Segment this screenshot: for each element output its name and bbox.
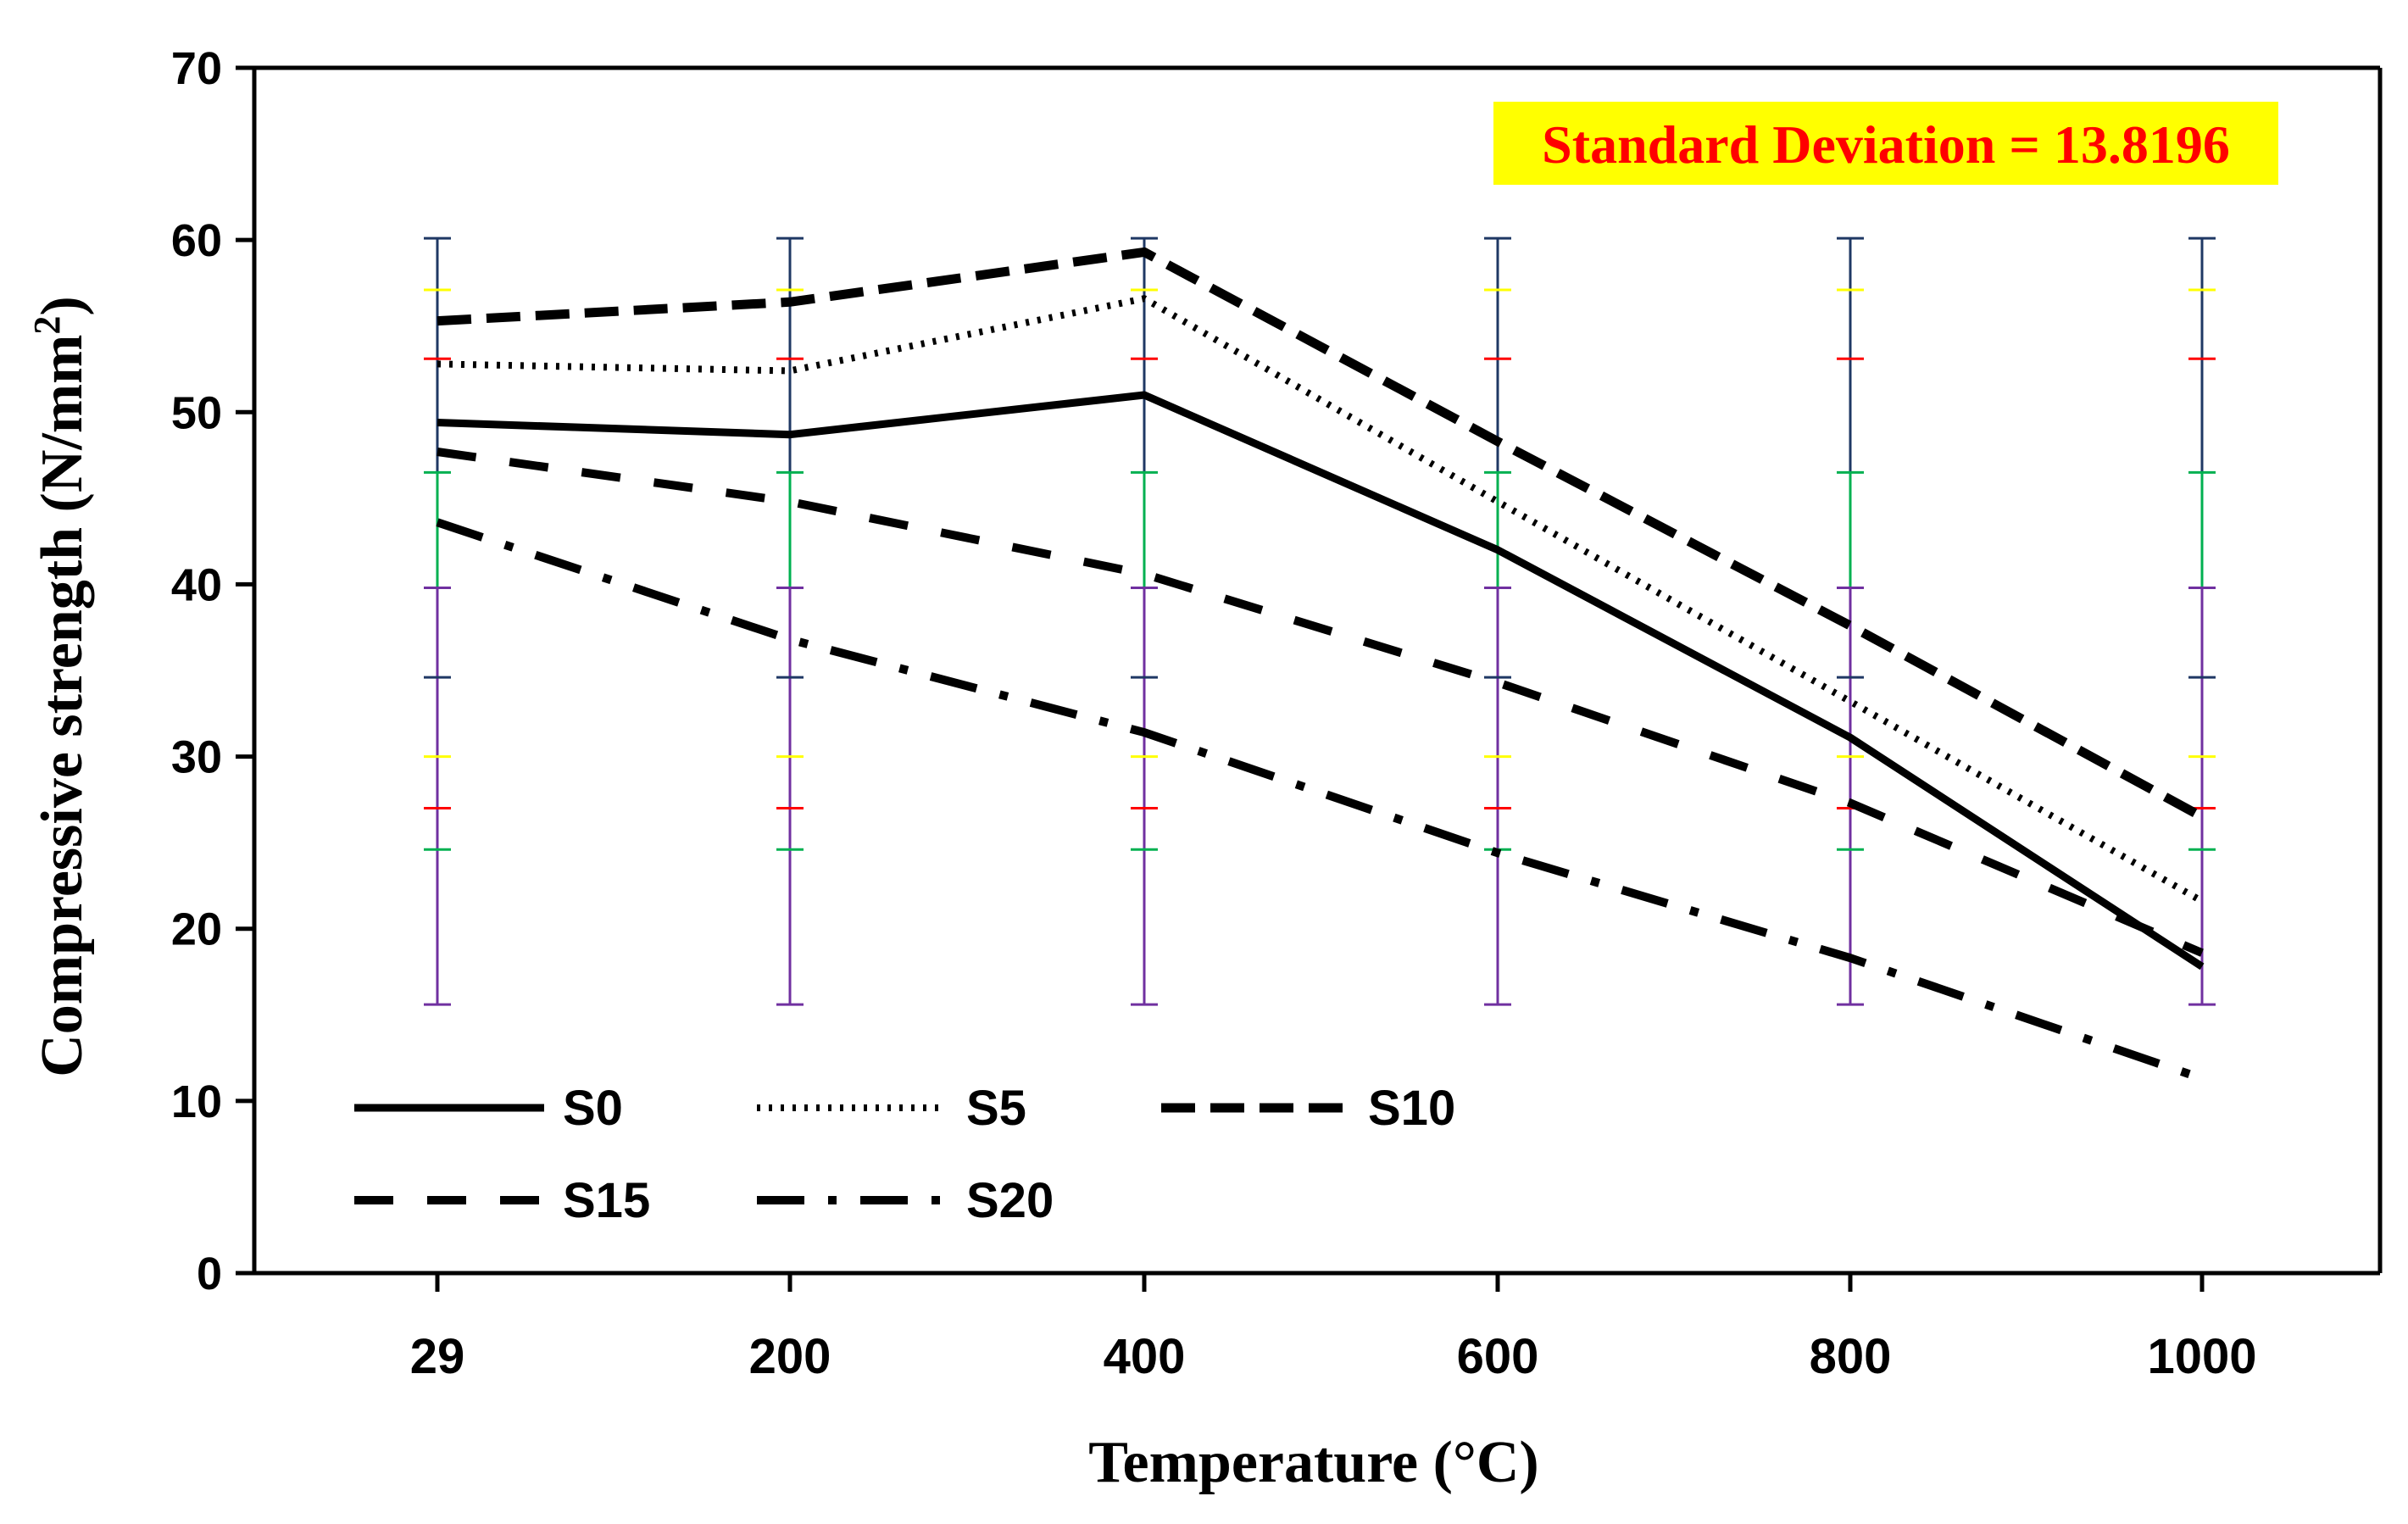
legend-label-s20: S20 bbox=[966, 1173, 1054, 1228]
legend-label-s15: S15 bbox=[563, 1173, 650, 1228]
series-line-s0 bbox=[437, 391, 2205, 971]
y-tick-label: 30 bbox=[171, 732, 222, 783]
legend-label-s10: S10 bbox=[1368, 1081, 1455, 1136]
series-line-s20 bbox=[436, 518, 2204, 1083]
legend: S0 S5 S10 S15 S20 bbox=[354, 1081, 1455, 1228]
data-series bbox=[436, 247, 2205, 1083]
annotation-background bbox=[1493, 102, 2278, 185]
x-tick-label: 1000 bbox=[2147, 1329, 2256, 1384]
x-tick-label: 29 bbox=[410, 1329, 465, 1384]
y-tick-label: 70 bbox=[171, 43, 222, 94]
y-tick-label: 0 bbox=[197, 1249, 222, 1299]
y-axis-title-close: ) bbox=[30, 296, 95, 315]
x-tick-label: 600 bbox=[1457, 1329, 1539, 1384]
x-axis-title: Temperature (°C) bbox=[1088, 1430, 1539, 1495]
legend-label-s5: S5 bbox=[966, 1081, 1026, 1136]
series-line-s5 bbox=[437, 295, 2204, 904]
axes bbox=[236, 65, 2383, 1292]
legend-label-s0: S0 bbox=[563, 1081, 623, 1136]
x-tick-label: 200 bbox=[749, 1329, 831, 1384]
annotation-text: Standard Deviation = 13.8196 bbox=[1542, 114, 2230, 175]
series-line-s15 bbox=[437, 448, 2204, 957]
tick-labels: 0 10 20 30 40 50 60 70 29 200 400 600 800 1000 bbox=[171, 43, 2257, 1384]
y-tick-label: 10 bbox=[171, 1076, 222, 1127]
y-tick-label: 50 bbox=[171, 387, 222, 438]
y-axis-title-superscript: 2 bbox=[26, 316, 68, 335]
y-tick-label: 40 bbox=[171, 559, 222, 610]
error-bars bbox=[424, 236, 2216, 1006]
std-dev-annotation: Standard Deviation = 13.8196 bbox=[1493, 102, 2278, 185]
series-line-s10 bbox=[437, 247, 2205, 821]
y-tick-label: 20 bbox=[171, 904, 222, 955]
y-tick-label: 60 bbox=[171, 215, 222, 266]
x-tick-label: 800 bbox=[1810, 1329, 1892, 1384]
y-axis-title: Compressive strength (N/mm2) bbox=[26, 296, 95, 1077]
x-tick-label: 400 bbox=[1104, 1329, 1186, 1384]
y-axis-title-main: Compressive strength (N/mm bbox=[30, 335, 95, 1077]
